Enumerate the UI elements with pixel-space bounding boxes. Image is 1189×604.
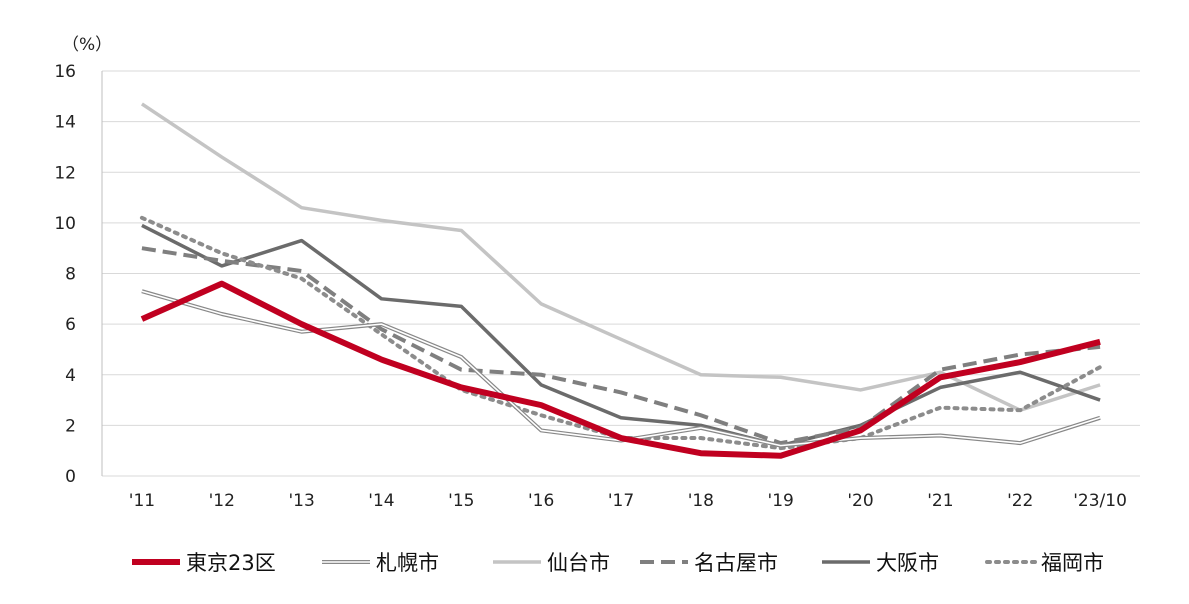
- x-axis-ticks: '11 '12 '13 '14 '15 '16 '17 '18 '19 '20 '21 '22 '23/…: [129, 491, 1127, 511]
- y-tick-label: 8: [65, 265, 76, 285]
- y-tick-label: 4: [65, 366, 76, 386]
- x-tick-label: '17: [608, 491, 634, 511]
- series-line-0: [140, 280, 1101, 459]
- legend-label: 福岡市: [1041, 551, 1104, 575]
- x-tick-label: '12: [209, 491, 235, 511]
- series-lines: [139, 102, 1103, 459]
- series-line-4: [141, 223, 1101, 448]
- x-tick-label: '20: [847, 491, 873, 511]
- legend-label: 札幌市: [376, 551, 439, 575]
- y-axis-ticks: 0 2 4 6 8 10 12 14 16: [54, 62, 76, 487]
- x-tick-label: '13: [288, 491, 314, 511]
- x-tick-label: '19: [768, 491, 794, 511]
- y-tick-label: 0: [65, 467, 76, 487]
- y-tick-label: 6: [65, 315, 76, 335]
- y-tick-label: 16: [54, 62, 76, 82]
- x-tick-label: '11: [129, 491, 155, 511]
- x-tick-label: '22: [1007, 491, 1033, 511]
- legend-label: 仙台市: [547, 551, 610, 575]
- legend-label: 東京23区: [186, 551, 276, 575]
- x-tick-label: '21: [927, 491, 953, 511]
- series-line-2: [140, 102, 1101, 412]
- legend-label: 名古屋市: [694, 551, 778, 575]
- y-tick-label: 12: [54, 163, 76, 183]
- gridlines: [101, 70, 1140, 477]
- x-tick-label: '15: [448, 491, 474, 511]
- legend-label: 大阪市: [876, 551, 939, 575]
- y-tick-label: 10: [54, 214, 76, 234]
- series-line-3: [141, 246, 1101, 446]
- x-tick-label: '16: [528, 491, 554, 511]
- x-tick-label: '18: [688, 491, 714, 511]
- x-tick-label: '14: [368, 491, 394, 511]
- y-tick-label: 2: [65, 416, 76, 436]
- y-tick-label: 14: [54, 113, 76, 133]
- y-axis-unit: （%）: [62, 35, 112, 55]
- series-line-5: [139, 215, 1103, 451]
- x-tick-label: '23/10: [1073, 491, 1127, 511]
- legend: 東京23区 札幌市 仙台市 名古屋市 大阪市 福岡市: [132, 551, 1104, 575]
